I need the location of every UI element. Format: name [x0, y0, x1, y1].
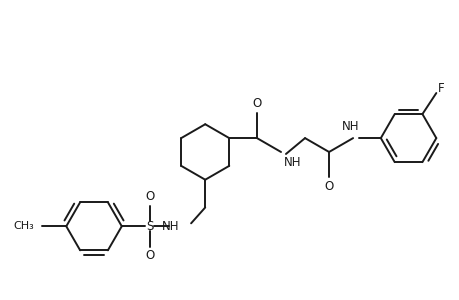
- Text: O: O: [252, 97, 261, 110]
- Text: NH: NH: [283, 156, 301, 169]
- Text: NH: NH: [162, 220, 179, 233]
- Text: F: F: [437, 82, 443, 94]
- Text: O: O: [324, 180, 333, 193]
- Text: CH₃: CH₃: [14, 221, 34, 231]
- Text: NH: NH: [341, 120, 359, 133]
- Text: O: O: [145, 190, 154, 203]
- Text: O: O: [145, 249, 154, 262]
- Text: S: S: [146, 220, 153, 233]
